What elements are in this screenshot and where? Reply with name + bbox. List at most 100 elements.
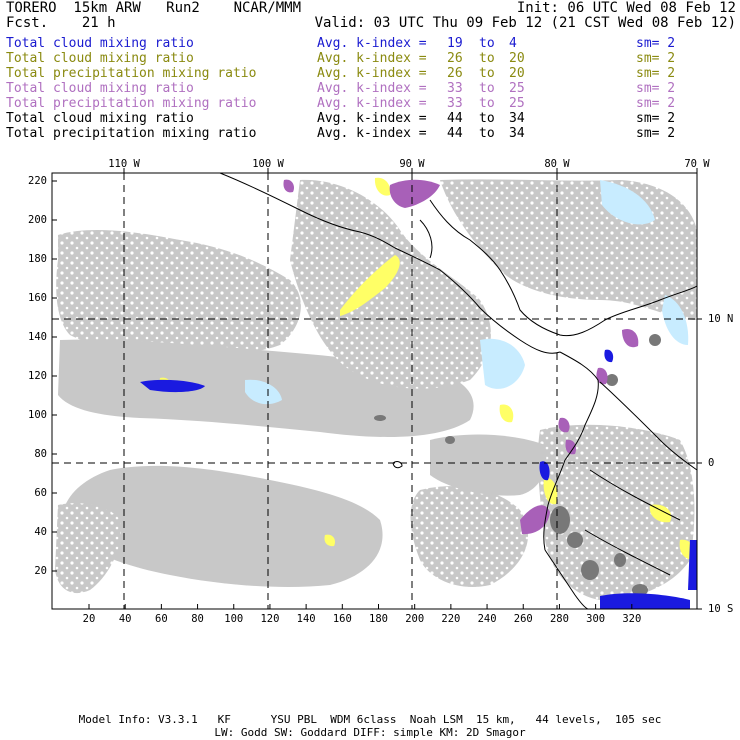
map-frame (51, 172, 698, 610)
cloud-region-northwest (56, 230, 301, 354)
longitude-label: 70 W (684, 158, 710, 170)
x-tick-label: 220 (441, 613, 461, 625)
y-tick-label: 220 (28, 175, 47, 187)
purple-patch (596, 367, 608, 385)
legend-sm: sm= 2 (636, 36, 676, 51)
blue-patch (140, 379, 205, 393)
legend-field: Total cloud mixing ratio (6, 111, 194, 126)
yellow-patch (543, 477, 558, 505)
longitude-label: 100 W (252, 158, 284, 170)
y-tick-label: 180 (28, 253, 47, 265)
legend-row: Total precipitation mixing ratio Avg. k-i… (6, 96, 734, 111)
legend-row: Total precipitation mixing ratio Avg. k-i… (6, 66, 734, 81)
legend-field: Total precipitation mixing ratio (6, 126, 257, 141)
blue-patch (604, 349, 614, 363)
legend-k2: 20 (509, 51, 525, 66)
legend-k2: 34 (509, 126, 525, 141)
legend-to: to (479, 126, 495, 141)
x-tick-label: 60 (155, 613, 168, 625)
coastline-ecuador (543, 459, 566, 551)
x-tick-label: 280 (549, 613, 569, 625)
dark-core (649, 334, 661, 346)
cloud-region-east-band (290, 179, 491, 389)
y-tick-label: 200 (28, 214, 47, 226)
coastline-central-america (394, 247, 561, 354)
dark-core (606, 374, 618, 386)
cloud-region-south-large (61, 465, 383, 587)
legend-sm: sm= 2 (636, 111, 676, 126)
run-title: TORERO 15km ARW Run2 NCAR/MMM (6, 0, 302, 16)
graticule (52, 173, 697, 609)
purple-patches (283, 179, 639, 535)
legend-k2: 34 (509, 111, 525, 126)
dark-core (550, 506, 570, 534)
x-tick-label: 100 (224, 613, 244, 625)
coastline-north-sa (604, 285, 697, 321)
legend-k1: 33 (447, 96, 463, 111)
cloud-region-west-south (55, 503, 121, 594)
cloud-region-lower-central (430, 434, 547, 496)
legend-row: Total precipitation mixing ratio Avg. k-i… (6, 126, 734, 141)
blue-patch (539, 461, 550, 481)
legend-k-label: Avg. k-index = (317, 51, 427, 66)
x-tick-label: 300 (586, 613, 606, 625)
longitude-label: 110 W (108, 158, 140, 170)
valid-time: Valid: 03 UTC Thu 09 Feb 12 (21 CST Wed … (314, 15, 736, 31)
legend-k-label: Avg. k-index = (317, 96, 427, 111)
y-tick-label: 160 (28, 292, 47, 304)
legend-to: to (479, 81, 495, 96)
dark-gray-cores (374, 334, 661, 596)
yellow-patch (499, 404, 514, 423)
legend-k1: 26 (447, 66, 463, 81)
yellow-patch (324, 534, 335, 547)
border-interior-3 (584, 529, 671, 576)
x-tick-label: 80 (191, 613, 204, 625)
longitude-label: 90 W (399, 158, 425, 170)
yellow-patch (374, 177, 391, 196)
legend-field: Total cloud mixing ratio (6, 51, 194, 66)
legend-k1: 44 (447, 111, 463, 126)
legend-k1: 33 (447, 81, 463, 96)
coastline-colombia (559, 351, 599, 461)
border-mexico-guatemala (419, 219, 433, 259)
y-tick-label: 120 (28, 370, 47, 382)
init-time: Init: 06 UTC Wed 08 Feb 12 (516, 0, 736, 16)
legend-k2: 25 (509, 96, 525, 111)
x-tick-label: 260 (513, 613, 533, 625)
purple-patch (389, 179, 440, 208)
legend-k1: 44 (447, 126, 463, 141)
blue-patch (688, 540, 697, 590)
legend-k2: 25 (509, 81, 525, 96)
legend-k1: 19 (447, 36, 463, 51)
coastline-peru (544, 549, 589, 609)
coastline-mexico (219, 173, 396, 249)
yellow-patch (340, 255, 400, 316)
legend-to: to (479, 51, 495, 66)
blue-patches (140, 349, 697, 609)
x-tick-label: 140 (296, 613, 316, 625)
x-tick-label: 200 (405, 613, 425, 625)
legend-row: Total cloud mixing ratio Avg. k-index = 44… (6, 111, 734, 126)
legend-to: to (479, 96, 495, 111)
legend-sm: sm= 2 (636, 81, 676, 96)
latitude-label: 10 S (708, 603, 734, 615)
blue-patch (600, 593, 690, 609)
legend-k2: 20 (509, 66, 525, 81)
forecast-hour: Fcst. 21 h (6, 15, 116, 31)
y-tick-label: 140 (28, 331, 47, 343)
model-info-line1: Model Info: V3.3.1 KF YSU PBL WDM 6class… (78, 713, 662, 726)
x-tick-label: 160 (332, 613, 352, 625)
legend-k2: 4 (509, 36, 517, 51)
y-tick-label: 80 (34, 448, 47, 460)
light-blue-patch-2 (600, 180, 655, 225)
purple-patch (558, 417, 570, 433)
purple-patch (565, 439, 576, 455)
border-interior-2 (589, 469, 681, 521)
legend-k-label: Avg. k-index = (317, 126, 427, 141)
x-tick-label: 240 (477, 613, 497, 625)
legend-to: to (479, 111, 495, 126)
coastline-caribbean (429, 199, 606, 337)
legend-field: Total cloud mixing ratio (6, 81, 194, 96)
y-tick-label: 60 (34, 487, 47, 499)
